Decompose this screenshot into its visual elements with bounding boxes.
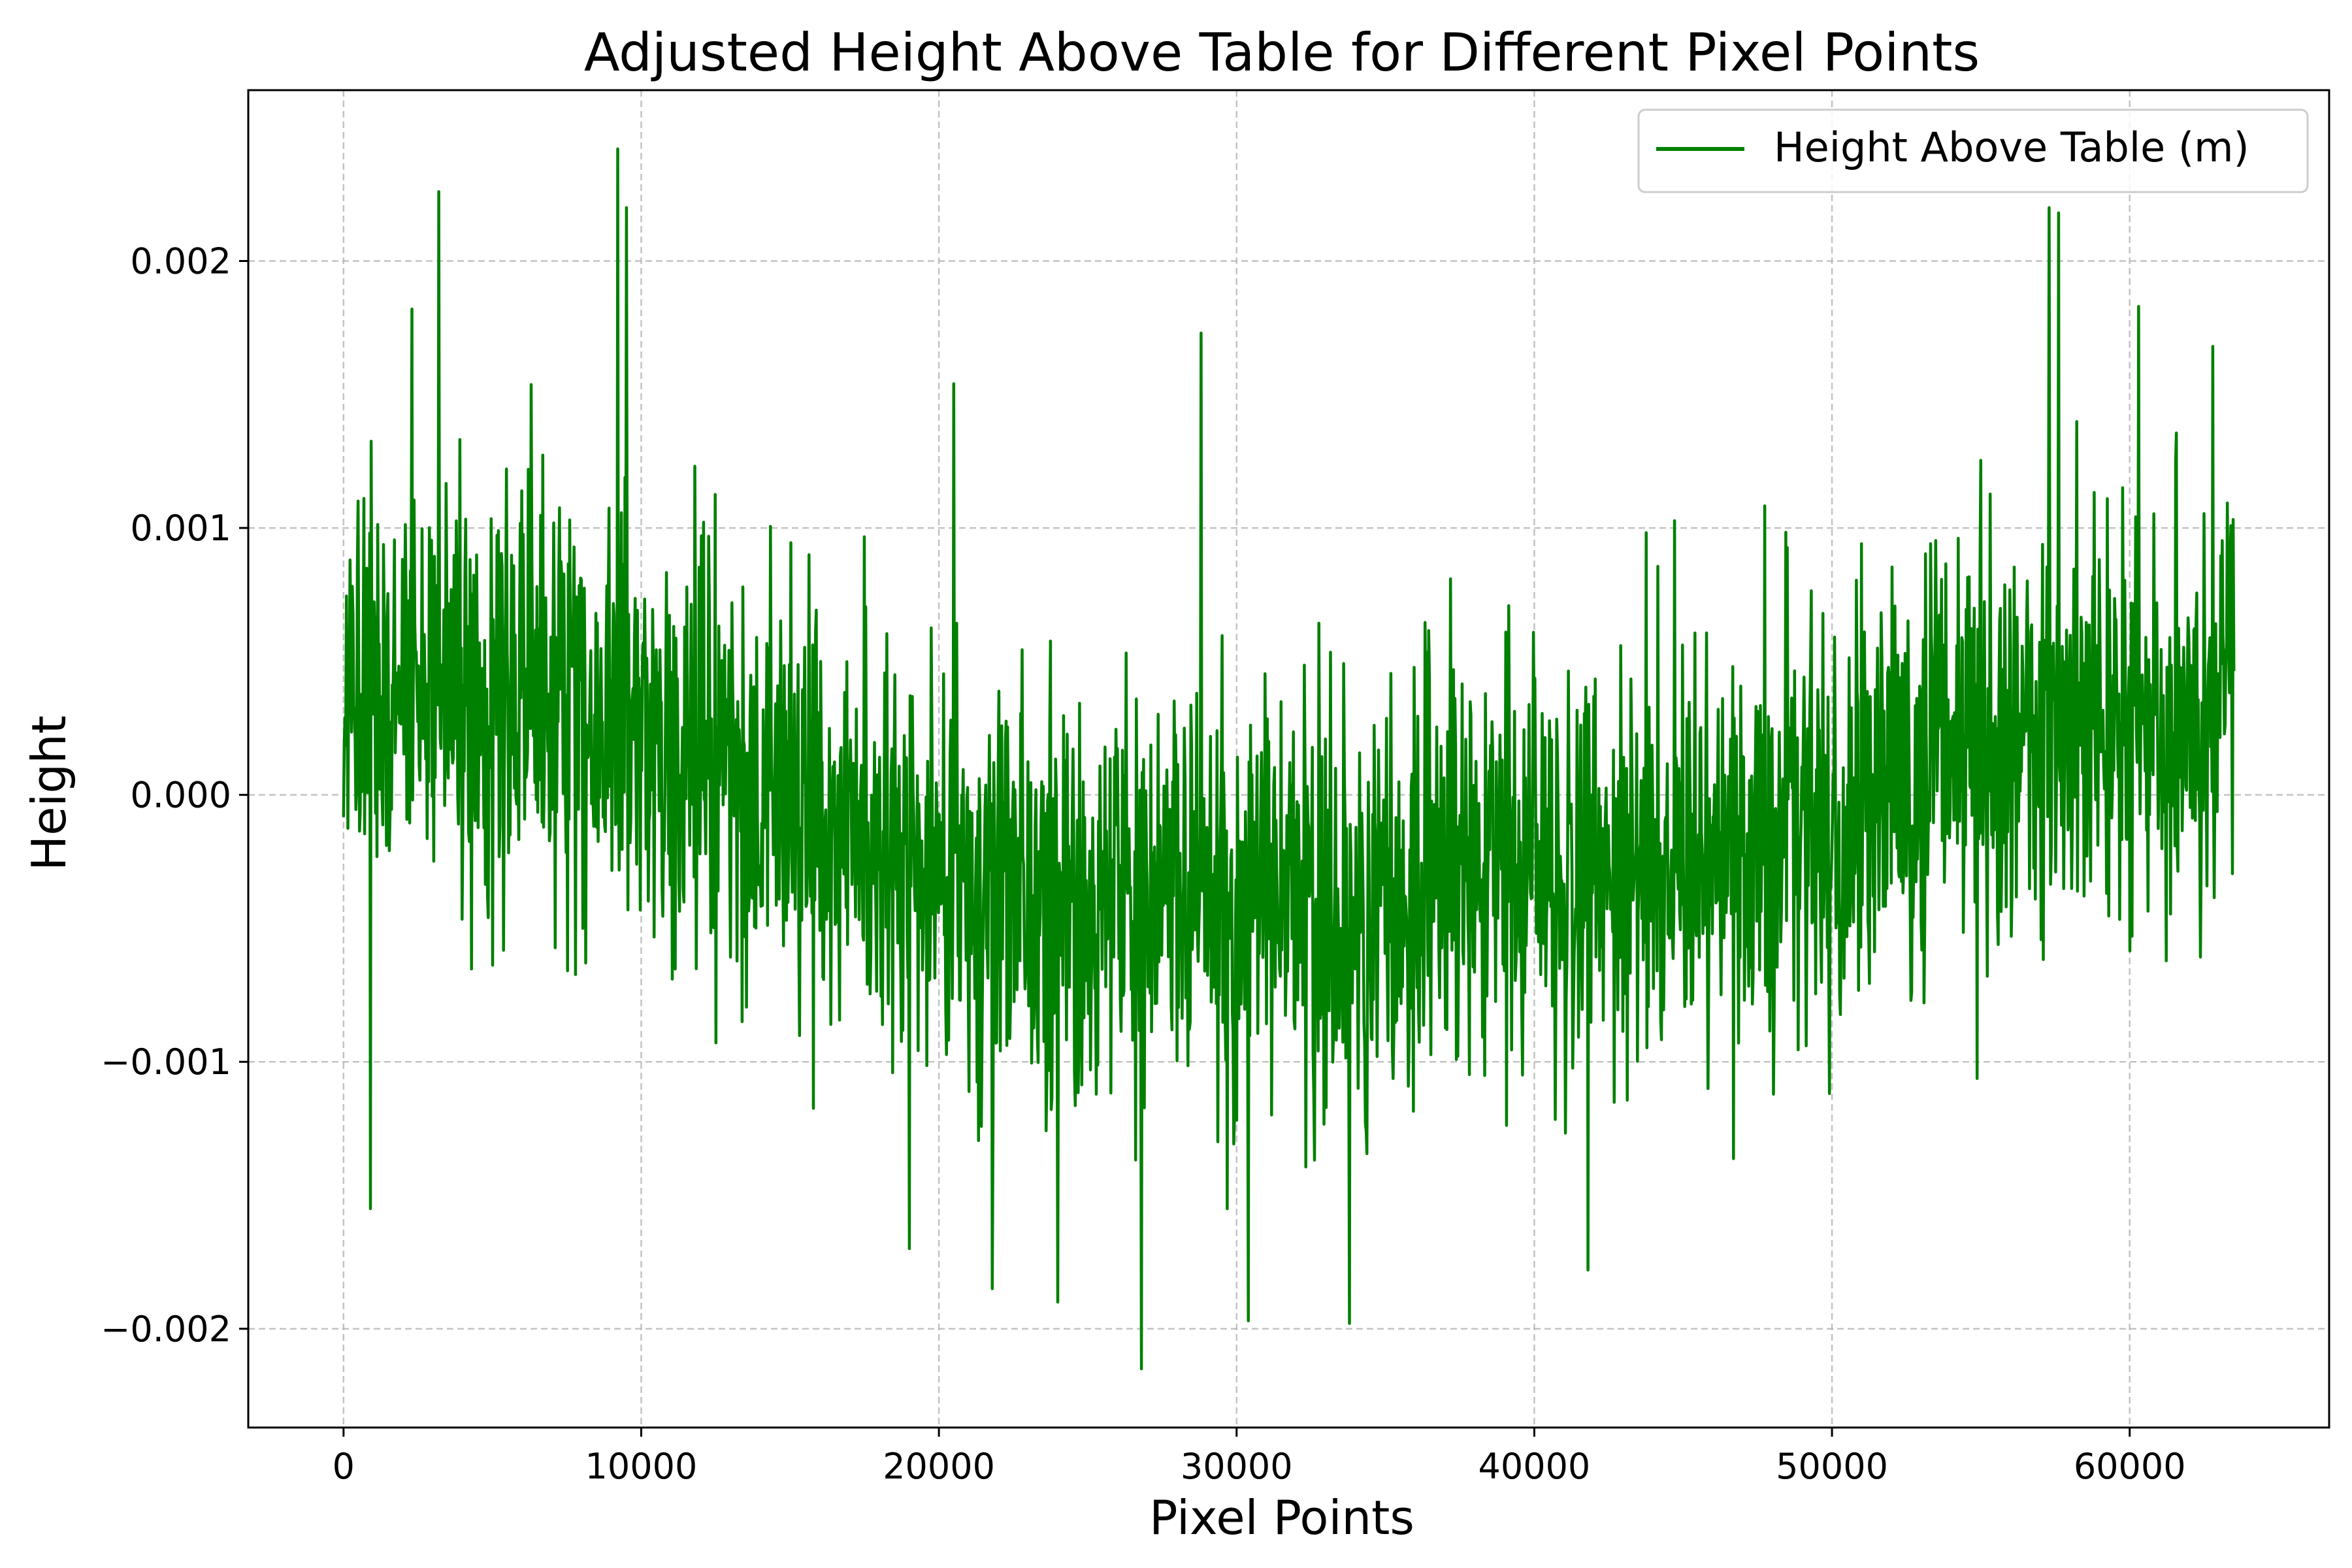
x-tick-label: 20000 [883,1446,995,1487]
x-tick-label: 50000 [1776,1446,1888,1487]
series-line-height-above-table [342,147,2236,1371]
legend: Height Above Table (m) [1637,108,2309,193]
legend-entry-label: Height Above Table (m) [1774,123,2249,171]
y-tick-label: 0.000 [130,775,231,816]
grid-lines [248,90,2329,1428]
series-height-above-table [342,147,2236,1371]
chart-title: Adjusted Height Above Table for Differen… [584,22,1980,83]
plot-area-frame [247,89,2330,1429]
x-tick-label: 40000 [1478,1446,1591,1487]
y-tick-label: 0.001 [130,508,231,549]
y-axis-ticks: −0.002 −0.001 0.000 0.001 0.002 [101,240,248,1350]
y-tick-label: −0.001 [101,1041,231,1083]
x-tick-label: 60000 [2074,1446,2186,1487]
y-tick-label: −0.002 [101,1309,231,1350]
x-axis-label: Pixel Points [1149,1490,1414,1545]
x-tick-label: 0 [333,1446,355,1487]
y-axis-label: Height [22,715,76,871]
x-axis-ticks: 0 10000 20000 30000 40000 50000 60000 [333,1428,2186,1487]
legend-box [1637,108,2309,193]
y-tick-label: 0.002 [130,240,231,282]
x-tick-label: 30000 [1181,1446,1293,1487]
x-tick-label: 10000 [585,1446,698,1487]
